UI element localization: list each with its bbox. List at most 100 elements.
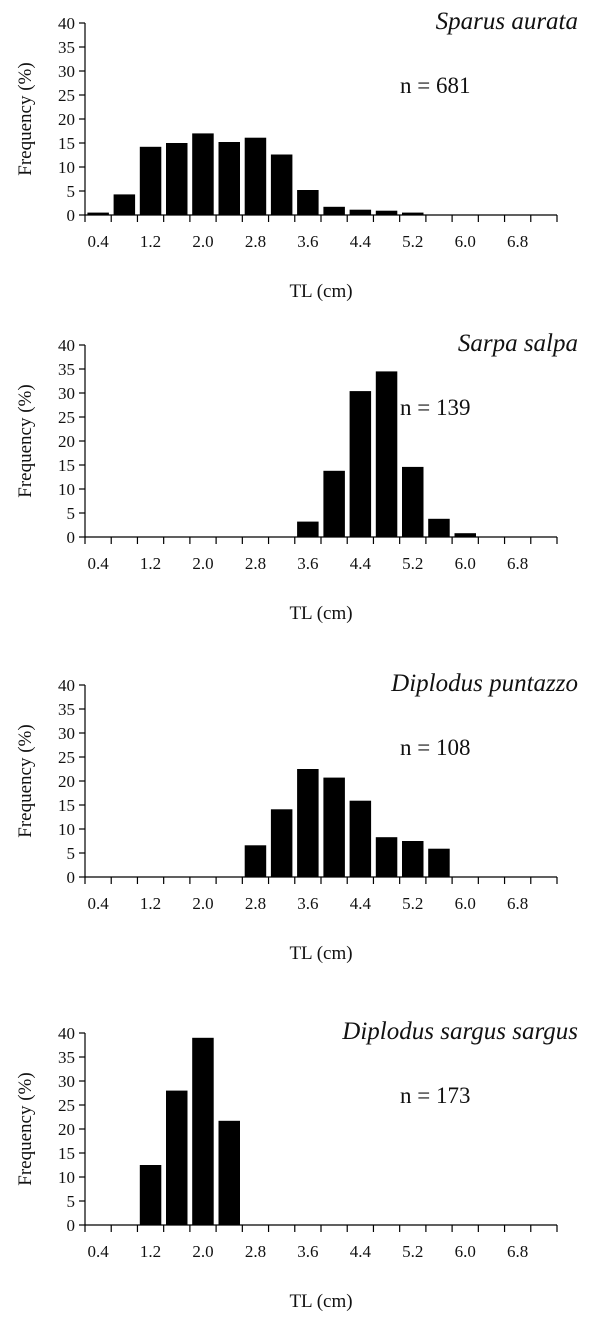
- chart-panel-diplodus-sargus-sargus: 0 5 10 15 20 25 30 35 40 0.4 1.2 2.0 2.8 3.6 4.4 5.2 6.0…: [0, 1010, 591, 1317]
- bar: [349, 209, 372, 215]
- y-axis-label: Frequency (%): [15, 384, 36, 497]
- x-tick-label: 2.8: [245, 894, 266, 913]
- bar: [375, 837, 398, 877]
- x-tick-label: 6.0: [455, 1242, 476, 1261]
- chart-panel-sarpa-salpa: 0 5 10 15 20 25 30 35 40 0.4 1.2 2.0 2.8 3.6 4.4 5.2 6.0…: [0, 322, 591, 642]
- bar: [297, 521, 319, 537]
- y-tick-label: 0: [67, 868, 76, 887]
- bar: [323, 206, 345, 215]
- y-tick-label: 35: [58, 360, 75, 379]
- chart-svg: 0 5 10 15 20 25 30 35 40 0.4 1.2 2.0 2.8 3.6 4.4 5.2 6.0…: [15, 330, 578, 624]
- bar: [349, 391, 372, 537]
- bar: [87, 212, 109, 215]
- x-tick-label: 3.6: [297, 894, 318, 913]
- y-tick-label: 30: [58, 1072, 75, 1091]
- species-label: Sparus aurata: [436, 8, 578, 35]
- y-tick-label: 20: [58, 772, 75, 791]
- x-tick-label: 5.2: [402, 1242, 423, 1261]
- x-tick-label: 1.2: [140, 1242, 161, 1261]
- species-label: Diplodus sargus sargus: [341, 1018, 578, 1045]
- y-tick-label: 5: [67, 182, 76, 201]
- y-tick-label: 5: [67, 1192, 76, 1211]
- x-tick-label: 0.4: [87, 894, 109, 913]
- x-tick-label: 2.0: [192, 554, 213, 573]
- x-tick-label: 2.8: [245, 232, 266, 251]
- bar: [402, 466, 424, 537]
- bar: [349, 800, 372, 877]
- bar: [192, 1037, 214, 1225]
- y-tick-label: 40: [58, 336, 75, 355]
- y-tick-label: 35: [58, 700, 75, 719]
- chart-svg: 0 5 10 15 20 25 30 35 40 0.4 1.2 2.0 2.8 3.6 4.4 5.2 6.0…: [15, 1018, 578, 1312]
- x-tick-label: 2.0: [192, 1242, 213, 1261]
- x-tick-label: 3.6: [297, 554, 318, 573]
- x-tick-label: 2.8: [245, 554, 266, 573]
- x-tick-label: 5.2: [402, 232, 423, 251]
- chart-panel-diplodus-puntazzo: 0 5 10 15 20 25 30 35 40 0.4 1.2 2.0 2.8 3.6 4.4 5.2 6.0…: [0, 662, 591, 982]
- y-tick-label: 40: [58, 676, 75, 695]
- y-tick-label: 10: [58, 1168, 75, 1187]
- bar: [192, 133, 214, 215]
- x-tick-label: 3.6: [297, 232, 318, 251]
- y-tick-label: 30: [58, 724, 75, 743]
- bar: [375, 371, 398, 537]
- bar: [270, 809, 293, 877]
- y-tick-label: 0: [67, 206, 76, 225]
- x-tick-label: 2.0: [192, 894, 213, 913]
- bar: [244, 137, 267, 215]
- y-tick-label: 5: [67, 844, 76, 863]
- chart-panel-sparus-aurata: 0 5 10 15 20 25 30 35 40 0.4 1.2 2.0 2.8 3.6 4.4 5.2 6.0…: [0, 0, 591, 320]
- x-axis-label: TL (cm): [289, 943, 352, 964]
- y-tick-label: 15: [58, 796, 75, 815]
- sample-size-label: n = 139: [400, 395, 470, 420]
- y-tick-label: 0: [67, 528, 76, 547]
- bar: [270, 154, 293, 215]
- x-tick-label: 4.4: [350, 894, 372, 913]
- species-label: Diplodus puntazzo: [390, 670, 578, 697]
- bar: [218, 1120, 240, 1225]
- x-tick-label: 2.8: [245, 1242, 266, 1261]
- y-tick-label: 15: [58, 134, 75, 153]
- y-tick-label: 15: [58, 456, 75, 475]
- y-tick-label: 25: [58, 1096, 75, 1115]
- x-tick-label: 6.8: [507, 894, 528, 913]
- bar: [166, 143, 188, 215]
- y-tick-label: 10: [58, 820, 75, 839]
- y-tick-label: 30: [58, 384, 75, 403]
- y-tick-label: 15: [58, 1144, 75, 1163]
- bar: [113, 194, 136, 215]
- y-axis-label: Frequency (%): [15, 1072, 36, 1185]
- x-tick-label: 1.2: [140, 232, 161, 251]
- bar: [139, 1165, 162, 1225]
- y-tick-label: 25: [58, 748, 75, 767]
- chart-svg: 0 5 10 15 20 25 30 35 40 0.4 1.2 2.0 2.8 3.6 4.4 5.2 6.0…: [15, 670, 578, 964]
- y-tick-label: 10: [58, 480, 75, 499]
- x-axis-label: TL (cm): [289, 603, 352, 624]
- bar: [454, 533, 476, 537]
- x-tick-label: 1.2: [140, 894, 161, 913]
- x-tick-label: 6.8: [507, 554, 528, 573]
- x-tick-label: 6.8: [507, 232, 528, 251]
- y-tick-label: 40: [58, 1024, 75, 1043]
- chart-svg: 0 5 10 15 20 25 30 35 40 0.4 1.2 2.0 2.8 3.6 4.4 5.2 6.0…: [15, 8, 578, 302]
- y-tick-label: 25: [58, 86, 75, 105]
- y-tick-label: 20: [58, 1120, 75, 1139]
- sample-size-label: n = 173: [400, 1083, 470, 1108]
- bar: [139, 146, 162, 215]
- x-tick-label: 6.8: [507, 1242, 528, 1261]
- y-axis-label: Frequency (%): [15, 724, 36, 837]
- x-tick-label: 0.4: [87, 1242, 109, 1261]
- x-tick-label: 4.4: [350, 232, 372, 251]
- x-tick-label: 5.2: [402, 554, 423, 573]
- y-tick-label: 5: [67, 504, 76, 523]
- bar: [323, 470, 345, 537]
- bar: [375, 210, 398, 215]
- sample-size-label: n = 681: [400, 73, 470, 98]
- y-tick-label: 20: [58, 110, 75, 129]
- x-tick-label: 2.0: [192, 232, 213, 251]
- x-axis-label: TL (cm): [289, 281, 352, 302]
- x-tick-label: 1.2: [140, 554, 161, 573]
- y-tick-label: 35: [58, 38, 75, 57]
- bar: [244, 845, 267, 877]
- bar: [218, 142, 240, 215]
